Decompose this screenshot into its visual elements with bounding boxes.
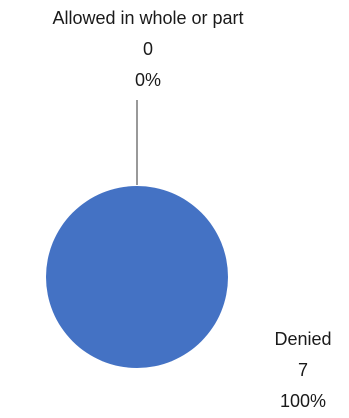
data-label-allowed-category: Allowed in whole or part bbox=[52, 8, 243, 28]
data-label-denied-percent: 100% bbox=[280, 391, 326, 411]
pie-slice-denied bbox=[46, 186, 228, 368]
data-label-denied-category: Denied bbox=[274, 329, 331, 349]
pie-slices bbox=[46, 186, 228, 368]
data-label-allowed-value: 0 bbox=[143, 39, 153, 59]
data-label-allowed-percent: 0% bbox=[135, 70, 161, 90]
data-label-denied-value: 7 bbox=[298, 360, 308, 380]
